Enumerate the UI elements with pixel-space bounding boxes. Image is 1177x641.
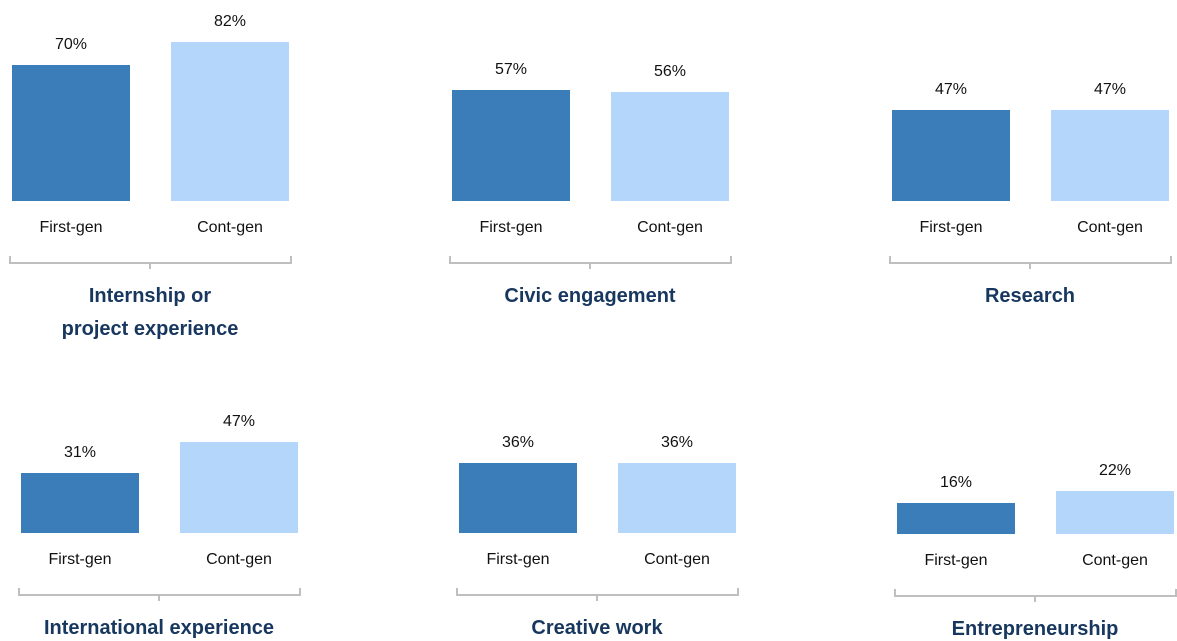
value-label: 56% <box>653 63 687 81</box>
bracket <box>1029 262 1031 269</box>
value-label: 31% <box>63 443 97 461</box>
bracket <box>894 589 896 597</box>
bracket <box>456 588 458 596</box>
panel-title: International experience <box>43 617 275 639</box>
bracket <box>18 588 20 596</box>
bracket <box>158 594 160 601</box>
value-label: 22% <box>1098 462 1132 480</box>
bracket <box>889 256 891 264</box>
panel-title: Civic engagement <box>504 285 676 307</box>
value-label: 82% <box>213 12 247 30</box>
value-label: 57% <box>494 61 528 79</box>
category-label: First-gen <box>39 219 103 236</box>
bar <box>459 463 577 533</box>
bracket <box>596 594 598 601</box>
bar <box>892 109 1010 201</box>
bracket <box>290 256 292 264</box>
bar <box>171 41 289 201</box>
bracket <box>589 262 591 269</box>
bracket <box>9 256 11 264</box>
bar <box>1051 109 1169 201</box>
bar <box>618 463 736 533</box>
value-label: 36% <box>501 434 535 452</box>
bracket <box>1170 256 1172 264</box>
category-label: Cont-gen <box>197 219 263 236</box>
value-label: 16% <box>939 473 973 491</box>
category-label: First-gen <box>486 551 550 568</box>
category-label: Cont-gen <box>1077 219 1143 236</box>
panel-title: Creative work <box>531 617 663 639</box>
panel-title: Entrepreneurship <box>951 618 1119 640</box>
value-label: 47% <box>222 412 256 430</box>
panel-title: Internship or project experience <box>61 285 239 340</box>
value-label: 36% <box>660 434 694 452</box>
bar <box>611 92 729 201</box>
value-label: 47% <box>934 80 968 98</box>
bar <box>180 441 298 533</box>
value-label: 70% <box>54 36 88 54</box>
category-label: First-gen <box>919 219 983 236</box>
bar <box>1056 491 1174 534</box>
category-label: First-gen <box>48 551 112 568</box>
panel-title: Research <box>984 285 1076 307</box>
category-label: Cont-gen <box>206 551 272 568</box>
category-label: Cont-gen <box>644 551 710 568</box>
bracket <box>149 262 151 269</box>
bracket <box>299 588 301 596</box>
category-label: Cont-gen <box>637 219 703 236</box>
bar <box>12 65 130 201</box>
bar <box>897 502 1015 534</box>
bracket <box>737 588 739 596</box>
category-label: First-gen <box>924 552 988 569</box>
bracket <box>730 256 732 264</box>
category-label: First-gen <box>479 219 543 236</box>
bracket <box>449 256 451 264</box>
bracket <box>1034 595 1036 602</box>
value-label: 47% <box>1093 80 1127 98</box>
bar <box>452 90 570 201</box>
bar <box>21 472 139 533</box>
bracket <box>1175 589 1177 597</box>
category-label: Cont-gen <box>1082 552 1148 569</box>
